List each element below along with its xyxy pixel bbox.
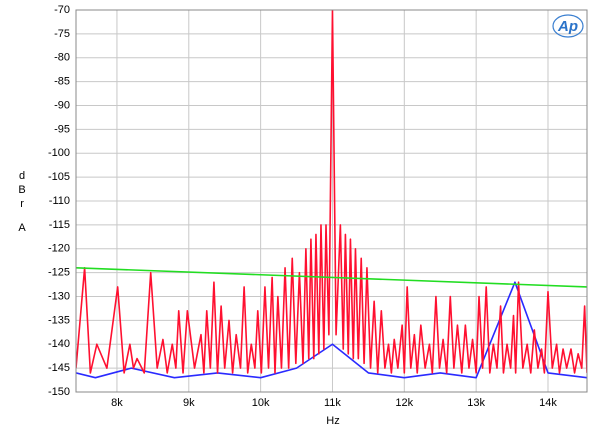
x-tick-label: 14k: [539, 397, 557, 409]
y-tick-label: -80: [54, 52, 70, 64]
x-tick-label: 12k: [395, 397, 413, 409]
y-tick-label: -95: [54, 123, 70, 135]
y-tick-label: -110: [49, 195, 70, 207]
x-tick-label: 8k: [111, 397, 123, 409]
y-tick-label: -150: [48, 386, 70, 398]
y-tick-label: -70: [54, 4, 70, 16]
series-line: [76, 267, 587, 288]
y-tick-label: -140: [48, 338, 70, 350]
x-tick-label: 10k: [252, 397, 270, 409]
y-tick-label: -100: [48, 147, 70, 159]
y-axis-unit: A: [18, 222, 26, 234]
y-tick-label: -90: [54, 99, 70, 111]
x-tick-label: 13k: [467, 397, 485, 409]
y-tick-label: -85: [54, 76, 70, 88]
y-tick-label: -115: [49, 219, 70, 231]
y-tick-label: -120: [48, 243, 70, 255]
logo-ring: [552, 14, 584, 38]
y-axis-label: dBr: [16, 170, 28, 212]
x-tick-label: 9k: [183, 397, 195, 409]
y-tick-label: -105: [48, 171, 70, 183]
x-tick-label: 11k: [324, 397, 341, 409]
y-tick-label: -75: [54, 28, 70, 40]
logo: Ap: [557, 18, 578, 35]
plot-area: [76, 9, 587, 393]
y-tick-label: -145: [48, 362, 70, 374]
series-line: [76, 10, 587, 374]
y-tick-label: -130: [48, 290, 70, 302]
y-tick-label: -125: [48, 267, 70, 279]
y-tick-label: -135: [48, 314, 70, 326]
plot-frame: [75, 9, 588, 393]
x-axis-label: Hz: [326, 415, 339, 427]
series-line: [76, 281, 587, 379]
